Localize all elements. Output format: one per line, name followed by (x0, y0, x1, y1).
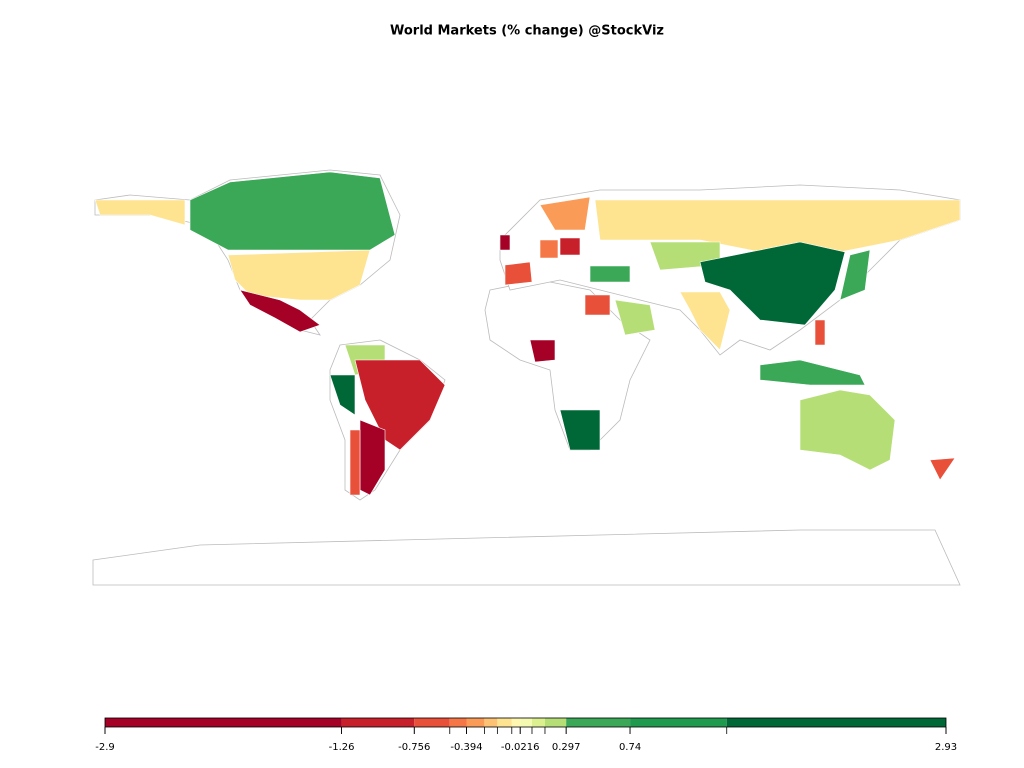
legend-frame (104, 717, 947, 728)
legend-bin (531, 718, 545, 727)
country (929, 457, 956, 481)
legend-bin (566, 718, 631, 727)
legend-bin (466, 718, 485, 727)
map-title: World Markets (% change) @StockViz (390, 24, 664, 39)
country (94, 199, 371, 301)
country (329, 374, 356, 416)
country (679, 291, 731, 351)
legend-bin (484, 718, 498, 727)
legend-tick-label: -0.0216 (501, 742, 540, 753)
country (799, 389, 896, 471)
legend-tick-label: -1.26 (329, 742, 355, 753)
legend-bin (414, 718, 450, 727)
country (504, 261, 533, 286)
legend: -2.9 -1.26 -0.756 -0.394 -0.0216 0.297 0.74 2.9… (95, 717, 957, 753)
country (359, 419, 386, 496)
legend-bin (511, 718, 521, 727)
country (614, 299, 656, 336)
country (839, 249, 871, 301)
country (559, 409, 601, 451)
country (539, 239, 559, 259)
legend-bin (630, 718, 727, 727)
legend-tick-label: -2.9 (95, 742, 115, 753)
legend-tick-label: 0.297 (552, 742, 581, 753)
country (539, 196, 591, 231)
country (499, 234, 511, 251)
country (529, 339, 556, 363)
legend-bin (497, 718, 512, 727)
country (239, 289, 321, 333)
country (354, 359, 446, 451)
country (589, 265, 631, 283)
country (584, 294, 611, 316)
legend-bin (726, 718, 946, 727)
legend-tick-label: -0.394 (450, 742, 482, 753)
legend-bin (105, 718, 342, 727)
country (559, 237, 581, 256)
legend-tick-label: -0.756 (398, 742, 430, 753)
legend-bin (341, 718, 415, 727)
regions (94, 171, 961, 496)
landmass (92, 529, 961, 586)
legend-bin (449, 718, 467, 727)
country (814, 319, 826, 346)
country (699, 241, 846, 326)
country (349, 429, 361, 496)
country (189, 171, 396, 251)
legend-tick-label: 0.74 (619, 742, 641, 753)
country (759, 359, 866, 386)
legend-bin (544, 718, 567, 727)
legend-tick-label: 2.93 (935, 742, 957, 753)
legend-bin (520, 718, 532, 727)
country (594, 199, 961, 261)
